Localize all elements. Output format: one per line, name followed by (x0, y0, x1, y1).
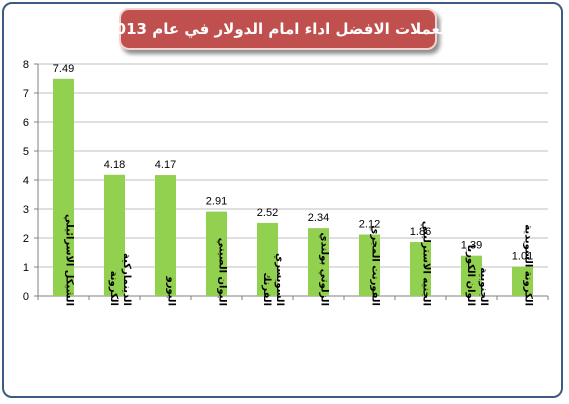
category-label: اليورو (166, 275, 177, 306)
y-tick-label: 5 (23, 146, 29, 158)
category-label: الوان الكوريا (465, 245, 476, 306)
bar (308, 228, 329, 296)
category-label: الزلوتي بولندي (319, 232, 330, 306)
y-tick-label: 2 (23, 233, 29, 245)
y-tick-label: 3 (23, 204, 29, 216)
bars (53, 78, 533, 296)
bar (257, 222, 278, 296)
data-label: 2.12 (359, 219, 380, 231)
category-label: اليوان الصيني (217, 238, 228, 306)
category-labels: الشيكل الاسرائيلي الكرونة الدينماركية اليور… (64, 214, 534, 306)
bar (53, 78, 74, 296)
chart-frame (2, 2, 563, 398)
category-label: الفورنت المجري (370, 225, 381, 306)
category-label: الشيكل الاسرائيلي (64, 214, 75, 306)
bar (104, 174, 125, 296)
bar (461, 255, 482, 296)
data-label: 2.34 (308, 212, 329, 224)
data-label: 2.91 (206, 196, 227, 208)
category-label: الجنيه الاسترليني (421, 221, 432, 306)
category-label: الكرونة (108, 271, 119, 306)
data-label: 1.39 (461, 240, 482, 252)
y-tick-label: 8 (23, 59, 29, 71)
bar (512, 266, 533, 296)
y-tick-label: 0 (23, 291, 29, 303)
y-tick-label: 7 (23, 88, 29, 100)
data-label: 7.49 (53, 63, 74, 75)
bar (359, 234, 380, 296)
category-label: الفرنك (261, 272, 272, 306)
category-label: الدينماركية (121, 253, 132, 306)
data-labels: 7.49 4.18 4.17 2.91 2.52 2.34 2.12 1.86 1.39 1.01 (53, 63, 533, 263)
data-label: 2.52 (257, 207, 278, 219)
category-label: الكرونة السويدية (523, 224, 534, 306)
data-label: 4.17 (155, 159, 176, 171)
category-label: الجنوبية (478, 267, 489, 306)
bar (155, 175, 176, 296)
chart-title-box: العملات الافضل اداء امام الدولار في عام … (105, 8, 451, 50)
bar (206, 211, 227, 296)
data-label: 4.18 (104, 159, 125, 171)
chart-title: العملات الافضل اداء امام الدولار في عام … (105, 20, 451, 38)
category-label: السويسري (274, 253, 285, 306)
data-label: 1.86 (410, 226, 431, 238)
y-tick-label: 1 (23, 262, 29, 274)
data-label: 1.01 (512, 251, 533, 263)
y-tick-label: 6 (23, 117, 29, 129)
y-tick-label: 4 (23, 175, 29, 187)
bar (410, 242, 431, 296)
